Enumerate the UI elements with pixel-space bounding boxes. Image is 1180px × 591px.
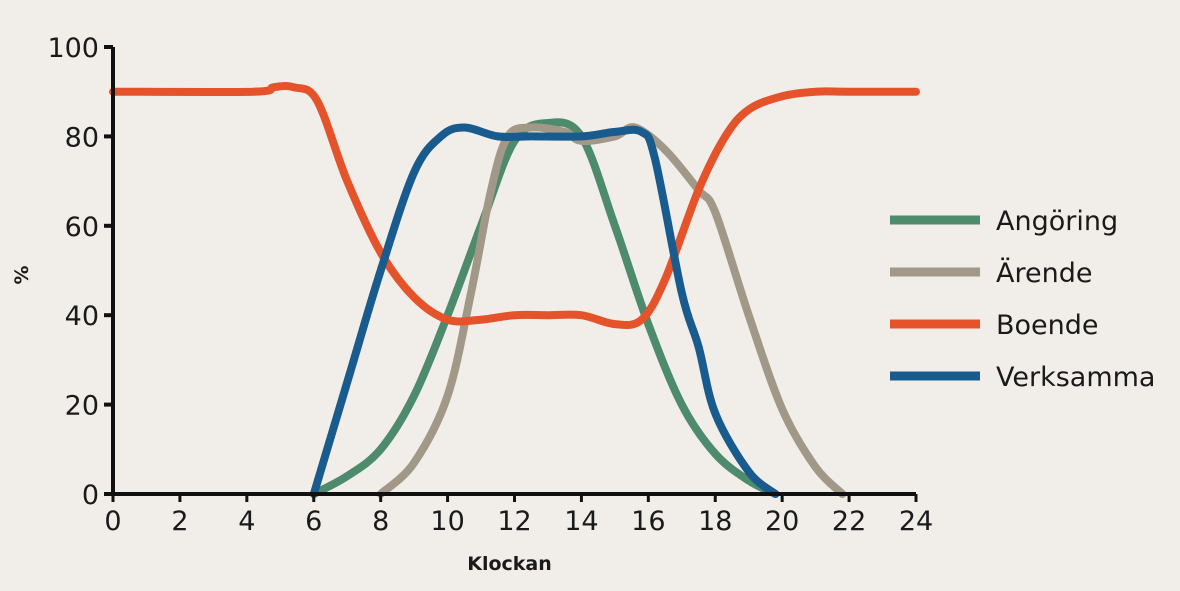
x-tick-label: 12 xyxy=(497,506,531,537)
legend: Angöring Ärende Boende Verksamma xyxy=(890,206,1155,393)
legend-label-angoring: Angöring xyxy=(996,206,1118,237)
legend-label-arende: Ärende xyxy=(996,257,1092,289)
x-axis-title: Klockan xyxy=(467,553,552,575)
y-tick-label: 20 xyxy=(65,391,99,422)
legend-label-verksamma: Verksamma xyxy=(996,362,1155,393)
y-tick-label: 100 xyxy=(47,33,99,64)
x-tick-label: 6 xyxy=(305,506,322,537)
series-line-arende xyxy=(376,123,847,498)
x-tick-label: 4 xyxy=(238,506,255,537)
y-tick-label: 40 xyxy=(65,301,99,332)
x-tick-label: 2 xyxy=(171,506,188,537)
x-tick-label: 22 xyxy=(832,506,866,537)
x-tick-label: 8 xyxy=(372,506,389,537)
legend-label-boende: Boende xyxy=(996,310,1099,341)
x-tick-label: 16 xyxy=(631,506,665,537)
chart-marks xyxy=(109,82,920,498)
x-tick-label: 20 xyxy=(765,506,799,537)
y-tick-label: 80 xyxy=(65,122,99,153)
series-line-angoring xyxy=(309,118,780,498)
y-tick-label: 60 xyxy=(65,212,99,243)
x-tick-label: 0 xyxy=(104,506,121,537)
x-tick-label: 24 xyxy=(899,506,933,537)
x-tick-label: 10 xyxy=(430,506,464,537)
series-line-verksamma xyxy=(309,123,780,498)
x-tick-label: 18 xyxy=(698,506,732,537)
x-tick-label: 14 xyxy=(564,506,598,537)
series-line-boende xyxy=(109,82,920,330)
y-axis-title: % xyxy=(11,265,33,284)
y-tick-label: 0 xyxy=(82,480,99,511)
